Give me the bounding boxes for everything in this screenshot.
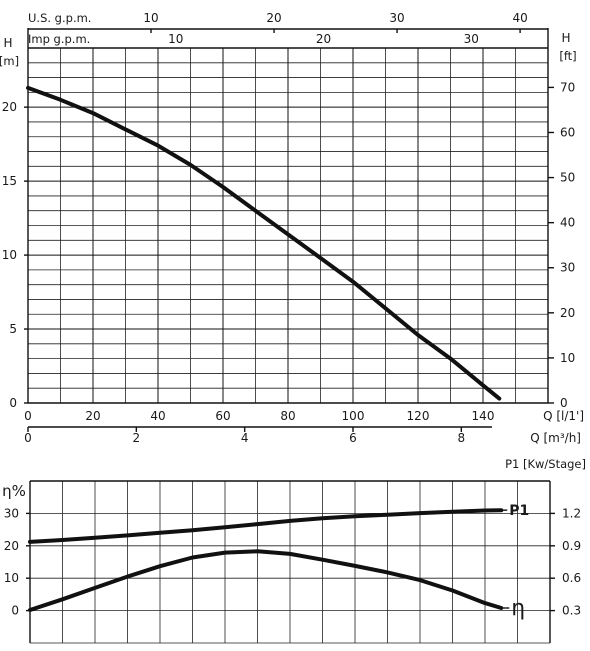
x-m3h-tick-label: 4 [241, 431, 249, 445]
eta-series-label: η [511, 596, 525, 621]
right-tick-label: 0 [560, 396, 568, 410]
x-lpm-tick-label: 80 [280, 409, 295, 423]
top-axis-us-label: U.S. g.p.m. [28, 11, 91, 25]
top-us-tick-label: 20 [266, 11, 281, 25]
power-curve [28, 508, 504, 544]
right-tick-label: 10 [560, 351, 575, 365]
x-m3h-tick-label: 6 [349, 431, 357, 445]
efficiency-power-chart: η% 0 10 20 30 P1 [Kw/Stage] 0.3 0.6 0.9 1.2 P1 η [2, 457, 586, 644]
left-axis-unit: [m] [0, 54, 19, 68]
x-lpm-unit: Q [l/1'] [543, 409, 584, 423]
x-lpm-tick-label: 120 [407, 409, 430, 423]
right-axis-label: H [561, 31, 570, 45]
left-tick-label: 5 [9, 322, 17, 336]
top-axis-imp-label: Imp g.p.m. [28, 32, 90, 46]
left-tick-label: 10 [4, 571, 19, 585]
x-lpm-tick-label: 100 [342, 409, 365, 423]
right-tick-label: 40 [560, 216, 575, 230]
x-m3h-unit: Q [m³/h] [530, 431, 581, 445]
right-tick-label: 50 [560, 171, 575, 185]
right-tick-label: 60 [560, 125, 575, 139]
x-lpm-tick-label: 60 [215, 409, 230, 423]
right-tick-label: 0.3 [562, 604, 581, 618]
head-curve [26, 85, 502, 401]
right-tick-label: 0.9 [562, 539, 581, 553]
right-tick-label: 30 [560, 261, 575, 275]
right-axis-unit: [ft] [559, 49, 576, 63]
x-m3h-tick-label: 8 [458, 431, 466, 445]
efficiency-axis-label: η% [2, 482, 26, 500]
left-tick-label: 10 [2, 248, 17, 262]
x-m3h-tick-label: 2 [133, 431, 141, 445]
x-lpm-tick-label: 140 [472, 409, 495, 423]
x-lpm-tick-label: 40 [150, 409, 165, 423]
x-lpm-tick-label: 20 [85, 409, 100, 423]
right-tick-label: 0.6 [562, 571, 581, 585]
p1-series-label: P1 [509, 503, 529, 519]
left-tick-label: 30 [4, 506, 19, 520]
right-tick-label: 20 [560, 306, 575, 320]
left-tick-label: 20 [4, 539, 19, 553]
efficiency-curve [28, 549, 504, 612]
left-tick-label: 0 [9, 396, 17, 410]
top-imp-tick-label: 30 [464, 32, 479, 46]
left-tick-label: 20 [2, 100, 17, 114]
top-us-tick-label: 40 [512, 11, 527, 25]
x-m3h-tick-label: 0 [24, 431, 32, 445]
left-tick-label: 0 [11, 604, 19, 618]
left-tick-label: 15 [2, 174, 17, 188]
x-lpm-tick-label: 0 [24, 409, 32, 423]
left-axis-label: H [3, 36, 12, 50]
right-tick-label: 70 [560, 80, 575, 94]
top-us-tick-label: 10 [143, 11, 158, 25]
top-imp-tick-label: 10 [168, 32, 183, 46]
top-us-tick-label: 30 [389, 11, 404, 25]
right-tick-label: 1.2 [562, 506, 581, 520]
top-imp-tick-label: 20 [316, 32, 331, 46]
power-axis-label: P1 [Kw/Stage] [505, 457, 586, 471]
